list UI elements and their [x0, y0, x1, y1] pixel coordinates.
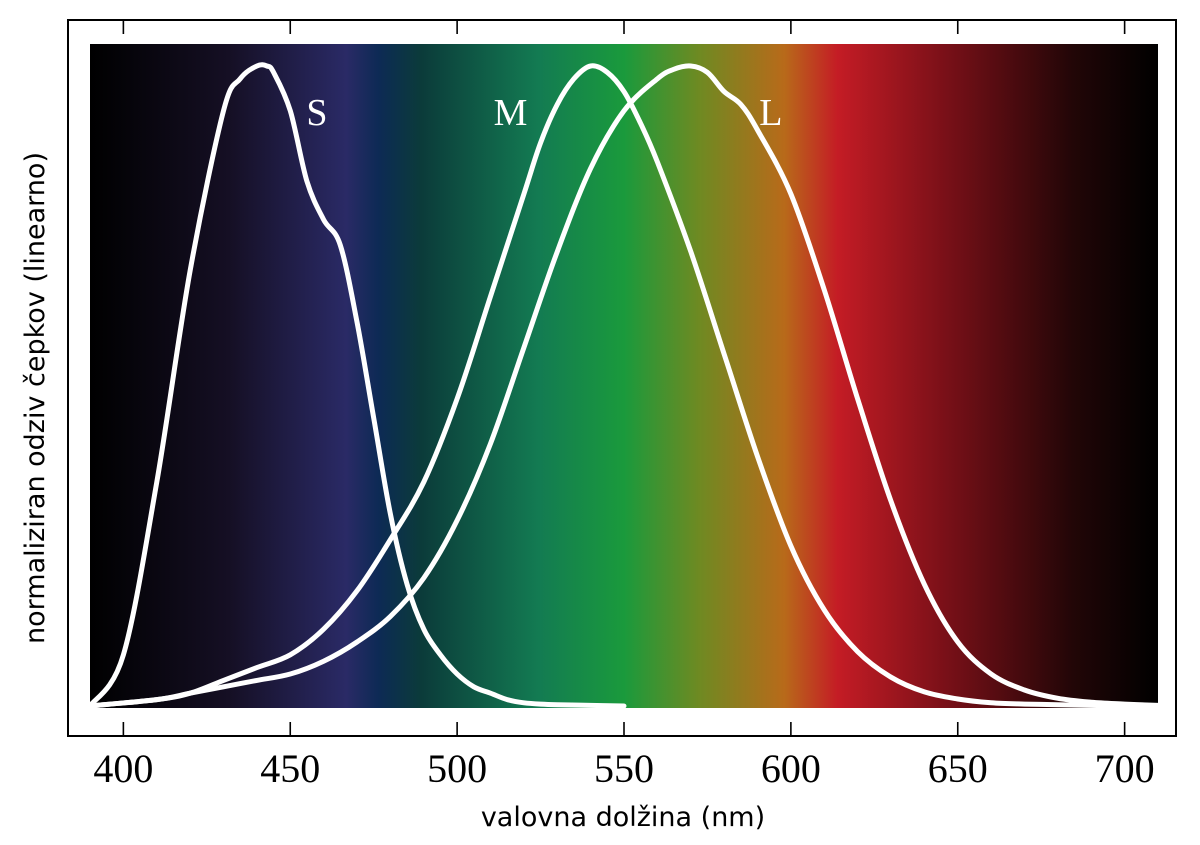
curves-group — [87, 62, 1161, 709]
x-tick-label: 450 — [260, 746, 320, 791]
curve-l — [87, 63, 1161, 709]
curve-s — [87, 62, 627, 709]
series-label-s: S — [306, 92, 327, 134]
x-axis-title: valovna dolžina (nm) — [481, 802, 765, 833]
x-tick-label: 700 — [1095, 746, 1155, 791]
curve-m — [87, 63, 1161, 709]
x-axis-ticks: 400 450 500 550 600 650 700 — [93, 20, 1155, 791]
x-tick-label: 500 — [427, 746, 487, 791]
y-axis-title: normaliziran odziv čepkov (linearno) — [20, 152, 51, 644]
x-tick-label: 600 — [761, 746, 821, 791]
series-label-l: L — [759, 92, 782, 134]
plot-frame — [67, 19, 1177, 737]
spectrum-background — [90, 44, 1158, 708]
series-label-m: M — [494, 92, 528, 134]
x-tick-label: 650 — [928, 746, 988, 791]
x-tick-label: 550 — [594, 746, 654, 791]
x-tick-label: 400 — [93, 746, 153, 791]
